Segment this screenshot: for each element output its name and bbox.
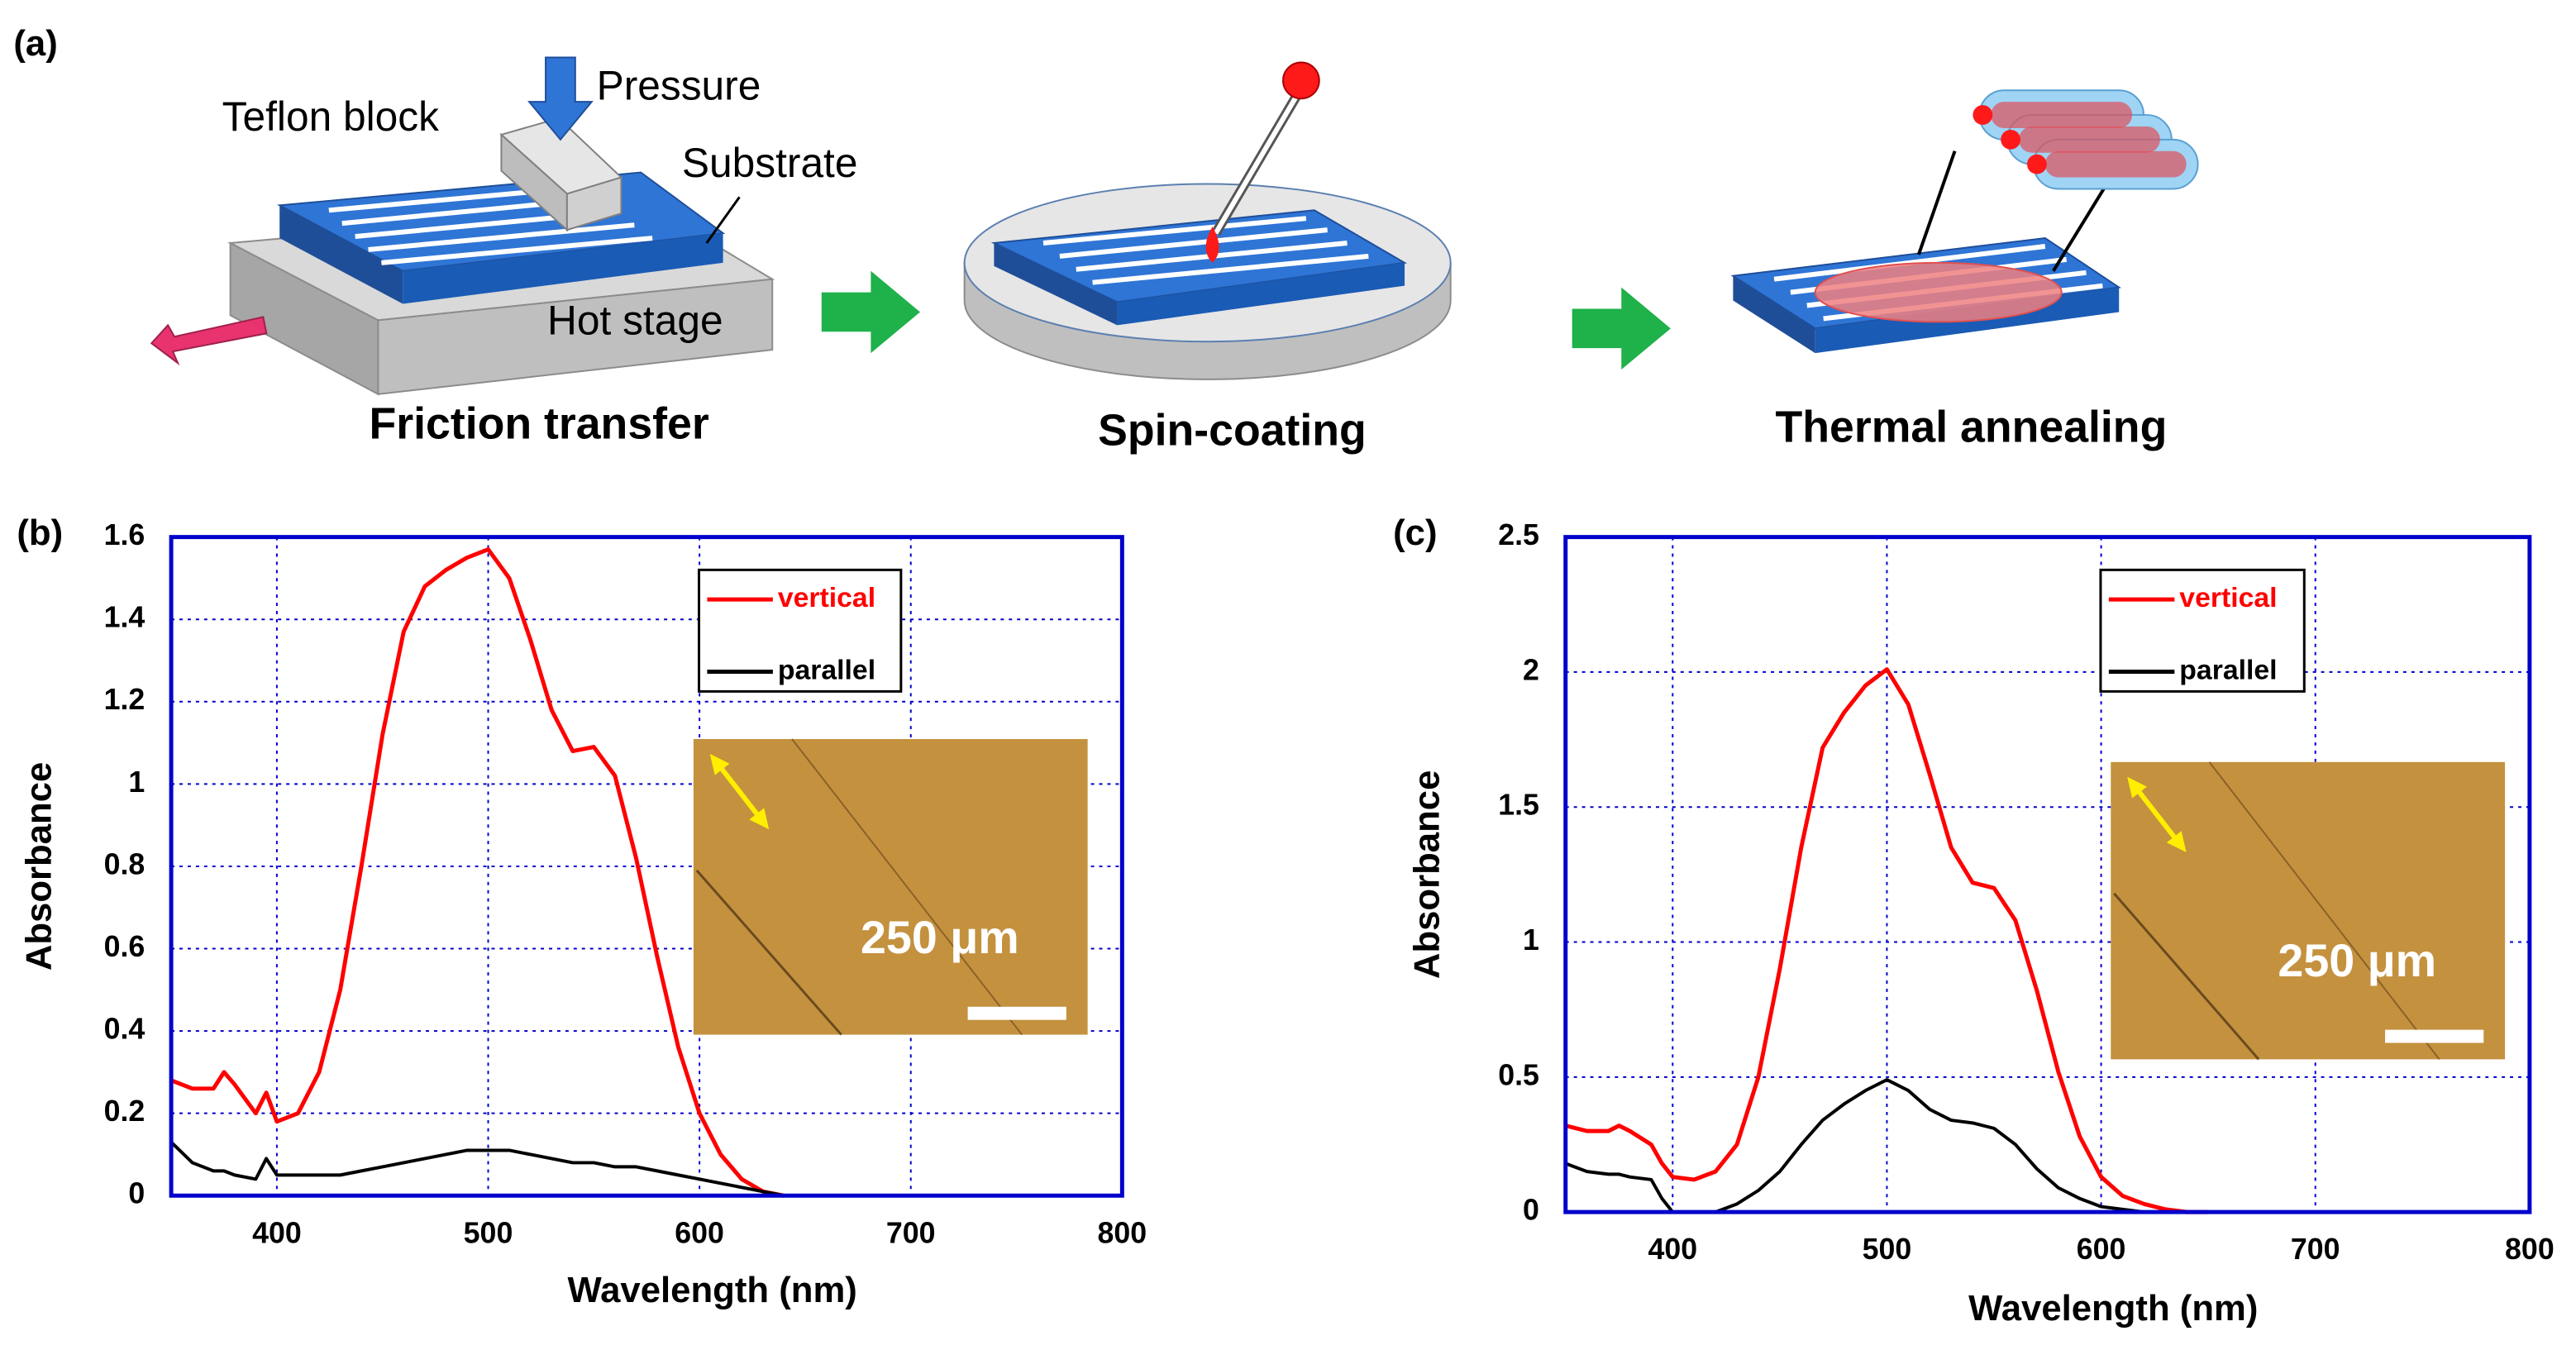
inset-arrow-head	[749, 808, 770, 830]
step-caption: Thermal annealing	[1776, 403, 2168, 452]
x-axis-label: Wavelength (nm)	[1968, 1288, 2258, 1329]
y-tick-label: 0	[1523, 1194, 1539, 1227]
x-tick-label: 700	[2291, 1233, 2340, 1266]
y-tick-label: 1.6	[104, 518, 145, 551]
data-line	[1565, 1078, 2209, 1214]
scale-label: 250 μm	[2278, 935, 2436, 986]
data-line	[1565, 667, 2209, 1214]
x-tick-label: 600	[2077, 1233, 2126, 1266]
y-tick-label: 0.5	[1498, 1058, 1539, 1091]
inset-streak	[2208, 761, 2440, 1060]
y-tick-label: 0.6	[104, 930, 145, 963]
legend-label: parallel	[2179, 654, 2277, 685]
data-line	[170, 547, 785, 1198]
panel-label: (c)	[1393, 513, 1437, 553]
y-tick-label: 1.5	[1498, 789, 1539, 822]
inset-arrow	[714, 760, 765, 823]
x-tick-label: 800	[2505, 1233, 2555, 1266]
legend-label: vertical	[2179, 582, 2277, 613]
panel-label: (a)	[13, 23, 57, 64]
step-caption: Friction transfer	[370, 399, 709, 449]
step-caption: Spin-coating	[1098, 406, 1367, 456]
y-tick-label: 1	[128, 766, 145, 799]
inset-arrow	[2131, 783, 2182, 846]
y-tick-label: 1.4	[104, 601, 145, 634]
diagram-label: Hot stage	[547, 297, 723, 343]
x-tick-label: 500	[1863, 1233, 1912, 1266]
y-tick-label: 0	[128, 1177, 145, 1210]
legend-label: vertical	[778, 582, 875, 613]
x-tick-label: 400	[1648, 1233, 1697, 1266]
scale-label: 250 μm	[861, 912, 1019, 963]
panel-label: (b)	[17, 513, 63, 553]
step-arrow	[1572, 287, 1671, 370]
x-axis-label: Wavelength (nm)	[568, 1270, 857, 1310]
data-line	[169, 1141, 785, 1198]
inset-image	[2111, 761, 2506, 1060]
x-tick-label: 500	[464, 1216, 513, 1249]
plot-frame	[169, 535, 1124, 1198]
inset-streak	[791, 738, 1023, 1036]
y-tick-label: 1	[1523, 923, 1539, 956]
legend-label: parallel	[778, 654, 875, 685]
x-tick-label: 800	[1098, 1216, 1147, 1249]
inset-arrow-head	[2127, 776, 2148, 799]
scale-bar	[2385, 1029, 2484, 1043]
x-tick-label: 700	[886, 1216, 936, 1249]
y-tick-label: 2	[1523, 653, 1539, 686]
plot-frame	[1563, 535, 2532, 1214]
y-tick-label: 0.2	[104, 1095, 145, 1128]
diagram-label: Pressure	[597, 62, 761, 108]
y-tick-label: 2.5	[1498, 518, 1539, 551]
x-tick-label: 600	[675, 1216, 724, 1249]
inset-streak	[695, 869, 842, 1036]
inset-streak	[2113, 892, 2260, 1061]
scale-bar	[967, 1006, 1066, 1020]
spin-coating-diagram	[963, 61, 1452, 380]
y-axis-label: Absorbance	[1406, 770, 1447, 979]
y-tick-label: 1.2	[104, 683, 145, 716]
inset-image	[693, 738, 1088, 1035]
diagram-label: Substrate	[682, 140, 858, 186]
y-axis-label: Absorbance	[19, 762, 60, 971]
y-tick-label: 0.8	[104, 847, 145, 880]
inset-arrow-head	[2166, 831, 2187, 853]
inset-arrow-head	[709, 753, 730, 775]
x-tick-label: 400	[252, 1216, 302, 1249]
y-tick-label: 0.4	[104, 1013, 145, 1046]
thermal-annealing-diagram	[1730, 89, 2199, 354]
diagram-label: Teflon block	[222, 93, 439, 140]
step-arrow	[821, 270, 920, 354]
friction-transfer-diagram	[150, 56, 775, 396]
